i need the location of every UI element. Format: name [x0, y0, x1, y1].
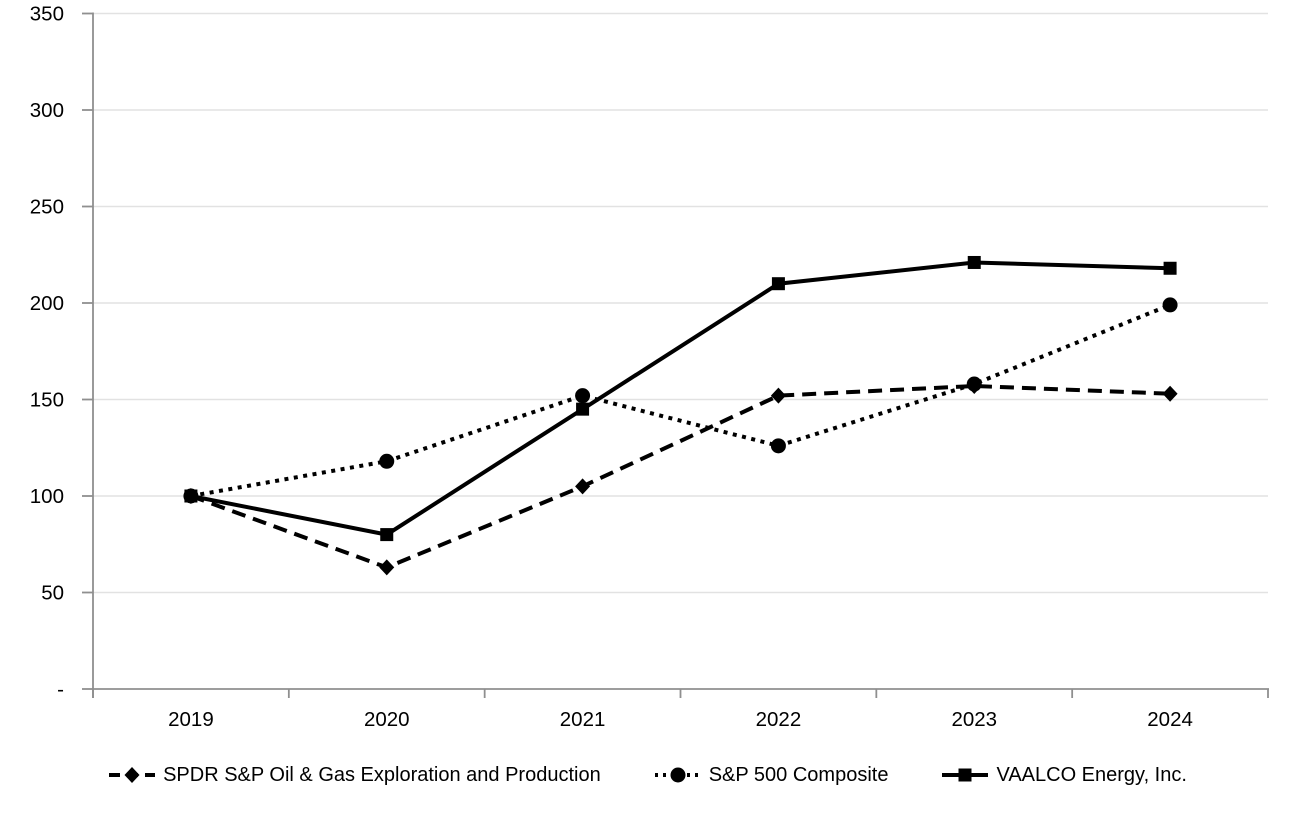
series-marker-vaalco-energy-2022 — [771, 277, 785, 291]
y-axis-tick-label: 300 — [30, 99, 64, 122]
series-marker-vaalco-energy-2019 — [184, 489, 198, 503]
series-marker-vaalco-energy-2023 — [967, 255, 981, 269]
series-marker-sp-500-composite-2020 — [379, 453, 395, 469]
y-axis-tick-label: 50 — [41, 582, 64, 605]
legend-key-marker-vaalco-energy — [958, 768, 972, 782]
legend-dotted-circle-icon — [654, 767, 701, 783]
x-axis-tick-label: 2019 — [168, 708, 214, 731]
series-marker-sp-500-composite-2024 — [1162, 297, 1178, 313]
series-marker-sp-500-composite-2021 — [575, 388, 591, 404]
legend-solid-square-icon — [942, 768, 989, 782]
x-axis-tick-label: 2022 — [756, 708, 802, 731]
legend-label-spdr-sp-oil-gas: SPDR S&P Oil & Gas Exploration and Produ… — [163, 764, 601, 786]
legend-key-marker-sp-500-composite — [670, 767, 686, 783]
legend-item-sp-500-composite: S&P 500 Composite — [654, 763, 889, 787]
series-marker-vaalco-energy-2020 — [380, 528, 394, 542]
series-line-sp-500-composite — [190, 303, 1171, 498]
y-axis-tick-label: - — [57, 678, 64, 701]
y-axis-tick-label: 150 — [30, 389, 64, 412]
series-line-vaalco-energy — [190, 260, 1171, 537]
series-marker-sp-500-composite-2023 — [966, 376, 982, 392]
series-marker-spdr-sp-oil-gas-2021 — [575, 478, 591, 495]
legend-item-vaalco-energy: VAALCO Energy, Inc. — [942, 763, 1187, 787]
y-axis-tick-label: 350 — [30, 3, 64, 26]
series-marker-spdr-sp-oil-gas-2024 — [1162, 385, 1178, 402]
series-marker-spdr-sp-oil-gas-2020 — [379, 559, 395, 576]
legend-item-spdr-sp-oil-gas: SPDR S&P Oil & Gas Exploration and Produ… — [109, 763, 601, 787]
legend-dashed-diamond-icon — [109, 767, 156, 783]
legend-key-marker-spdr-sp-oil-gas — [124, 767, 140, 783]
y-axis-tick-label: 100 — [30, 485, 64, 508]
x-axis-tick-label: 2020 — [364, 708, 410, 731]
series-marker-sp-500-composite-2022 — [770, 438, 786, 454]
x-axis-tick-label: 2023 — [951, 708, 997, 731]
y-axis-tick-label: 250 — [30, 196, 64, 219]
y-axis-tick-label: 200 — [30, 292, 64, 315]
series-marker-vaalco-energy-2024 — [1163, 261, 1177, 275]
series-line-spdr-sp-oil-gas — [190, 383, 1171, 570]
performance-line-chart: - 50 100 150 200 250 300 350 2019 2020 2021 2022 202… — [30, 3, 1269, 731]
x-axis-tick-label: 2021 — [560, 708, 606, 731]
legend-label-sp-500-composite: S&P 500 Composite — [708, 764, 889, 786]
legend-label-vaalco-energy: VAALCO Energy, Inc. — [996, 764, 1187, 786]
x-axis-tick-label: 2024 — [1147, 708, 1193, 731]
chart-legend: SPDR S&P Oil & Gas Exploration and Produ… — [0, 763, 1296, 787]
series-marker-spdr-sp-oil-gas-2022 — [770, 387, 786, 404]
series-marker-vaalco-energy-2021 — [576, 402, 590, 416]
